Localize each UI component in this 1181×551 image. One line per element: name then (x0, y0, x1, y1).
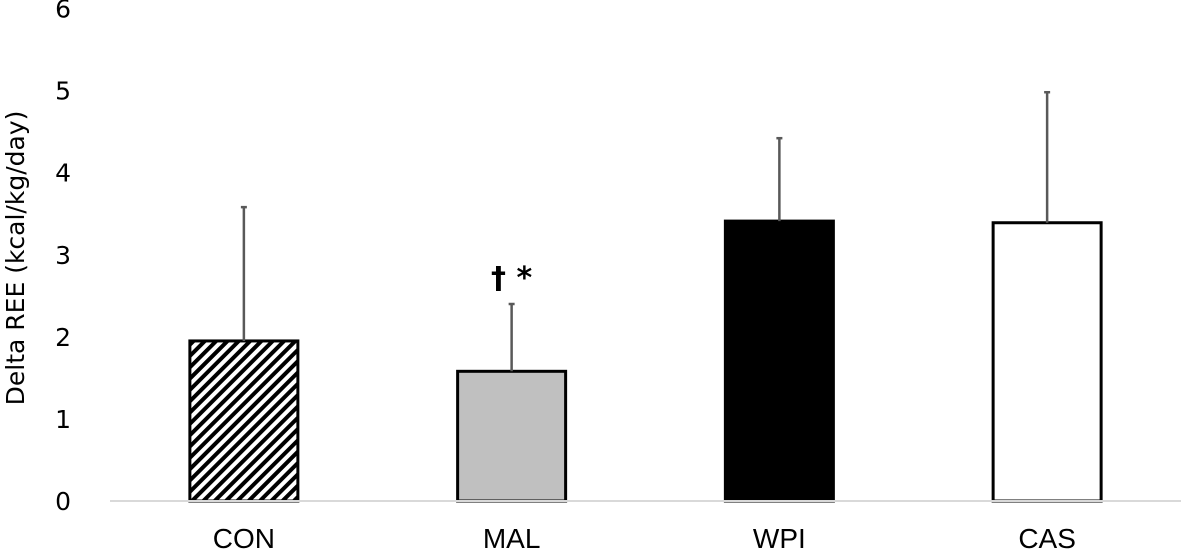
x-tick-label: WPI (753, 523, 806, 551)
bar-mal (456, 369, 568, 503)
x-axis-labels: CON MAL WPI CAS (213, 523, 1076, 551)
y-tick-label: 2 (55, 323, 71, 352)
x-tick-label: MAL (483, 523, 541, 551)
y-tick-label: 4 (55, 159, 71, 188)
y-axis-ticks: 0 1 2 3 4 5 6 (55, 0, 71, 516)
error-bar-con (240, 205, 247, 341)
x-tick-label: CON (213, 523, 275, 551)
error-bar-wpi (776, 136, 783, 222)
significance-annotation: † * (491, 261, 532, 296)
y-tick-label: 5 (55, 77, 71, 106)
bar-cas (991, 221, 1103, 503)
error-bar-mal (508, 302, 515, 372)
y-tick-label: 0 (55, 487, 71, 516)
annotations: † * (491, 261, 532, 296)
error-bars (240, 90, 1051, 372)
y-tick-label: 3 (55, 241, 71, 270)
error-bar-cas (1044, 90, 1051, 223)
bar-con (188, 339, 300, 503)
y-axis-title: Delta REE (kcal/kg/day) (1, 111, 30, 406)
x-tick-label: CAS (1018, 523, 1076, 551)
bar-wpi (723, 219, 835, 503)
bars (188, 219, 1103, 503)
y-tick-label: 1 (55, 405, 71, 434)
y-tick-label: 6 (55, 0, 71, 24)
